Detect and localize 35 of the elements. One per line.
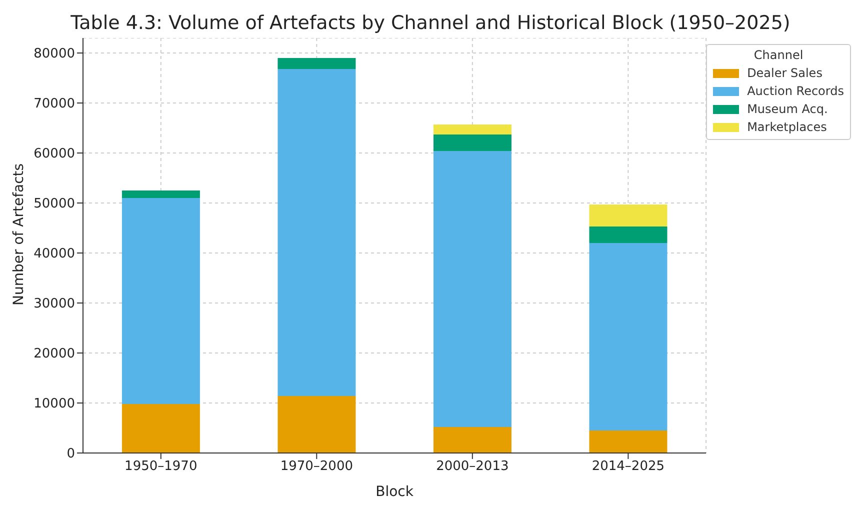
bar [433,134,512,151]
legend-label: Auction Records [747,84,844,98]
x-tick-label: 1950–1970 [124,459,198,474]
bar [589,204,668,226]
bar [278,58,356,69]
bar [433,151,512,427]
chart-title: Table 4.3: Volume of Artefacts by Channel and Historical Block (1950–2025) [70,11,792,36]
bar [122,198,200,404]
bar [122,190,200,198]
y-tick-label: 10000 [34,396,75,412]
x-tick-label: 2014–2025 [592,459,665,474]
bar [589,430,668,453]
y-tick-label: 60000 [34,146,75,162]
x-axis-title: Block [376,484,414,500]
y-tick-label: 80000 [34,46,75,62]
legend-label: Museum Acq. [747,102,828,116]
x-tick-label: 2000–2013 [436,459,509,474]
y-tick-label: 0 [66,446,75,462]
bar [433,124,512,134]
legend-title: Channel [752,48,804,62]
bar [278,396,356,453]
bar [433,427,512,453]
x-tick-label: 1970–2000 [280,459,353,474]
y-tick-label: 50000 [34,196,75,212]
y-tick-label: 40000 [34,246,75,262]
bar [278,69,356,396]
bar [122,404,200,453]
bar [589,243,668,430]
legend-label: Dealer Sales [747,66,822,80]
legend-label: Marketplaces [747,120,827,134]
y-axis-title: Number of Artefacts [10,163,27,306]
y-tick-label: 30000 [34,296,75,312]
y-tick-label: 20000 [34,346,75,362]
bar [589,226,668,243]
y-tick-label: 70000 [34,96,75,112]
